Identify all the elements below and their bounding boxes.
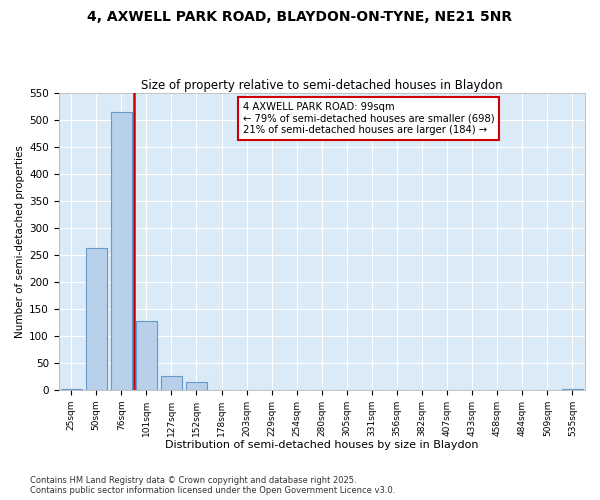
Title: Size of property relative to semi-detached houses in Blaydon: Size of property relative to semi-detach… xyxy=(141,79,503,92)
Y-axis label: Number of semi-detached properties: Number of semi-detached properties xyxy=(15,145,25,338)
Bar xyxy=(61,388,82,390)
Bar xyxy=(110,112,132,390)
Bar xyxy=(136,322,157,390)
Text: 4, AXWELL PARK ROAD, BLAYDON-ON-TYNE, NE21 5NR: 4, AXWELL PARK ROAD, BLAYDON-ON-TYNE, NE… xyxy=(88,10,512,24)
Bar xyxy=(562,388,583,390)
Text: Contains HM Land Registry data © Crown copyright and database right 2025.
Contai: Contains HM Land Registry data © Crown c… xyxy=(30,476,395,495)
X-axis label: Distribution of semi-detached houses by size in Blaydon: Distribution of semi-detached houses by … xyxy=(165,440,479,450)
Text: 4 AXWELL PARK ROAD: 99sqm
← 79% of semi-detached houses are smaller (698)
21% of: 4 AXWELL PARK ROAD: 99sqm ← 79% of semi-… xyxy=(243,102,494,136)
Bar xyxy=(186,382,207,390)
Bar xyxy=(86,248,107,390)
Bar xyxy=(161,376,182,390)
